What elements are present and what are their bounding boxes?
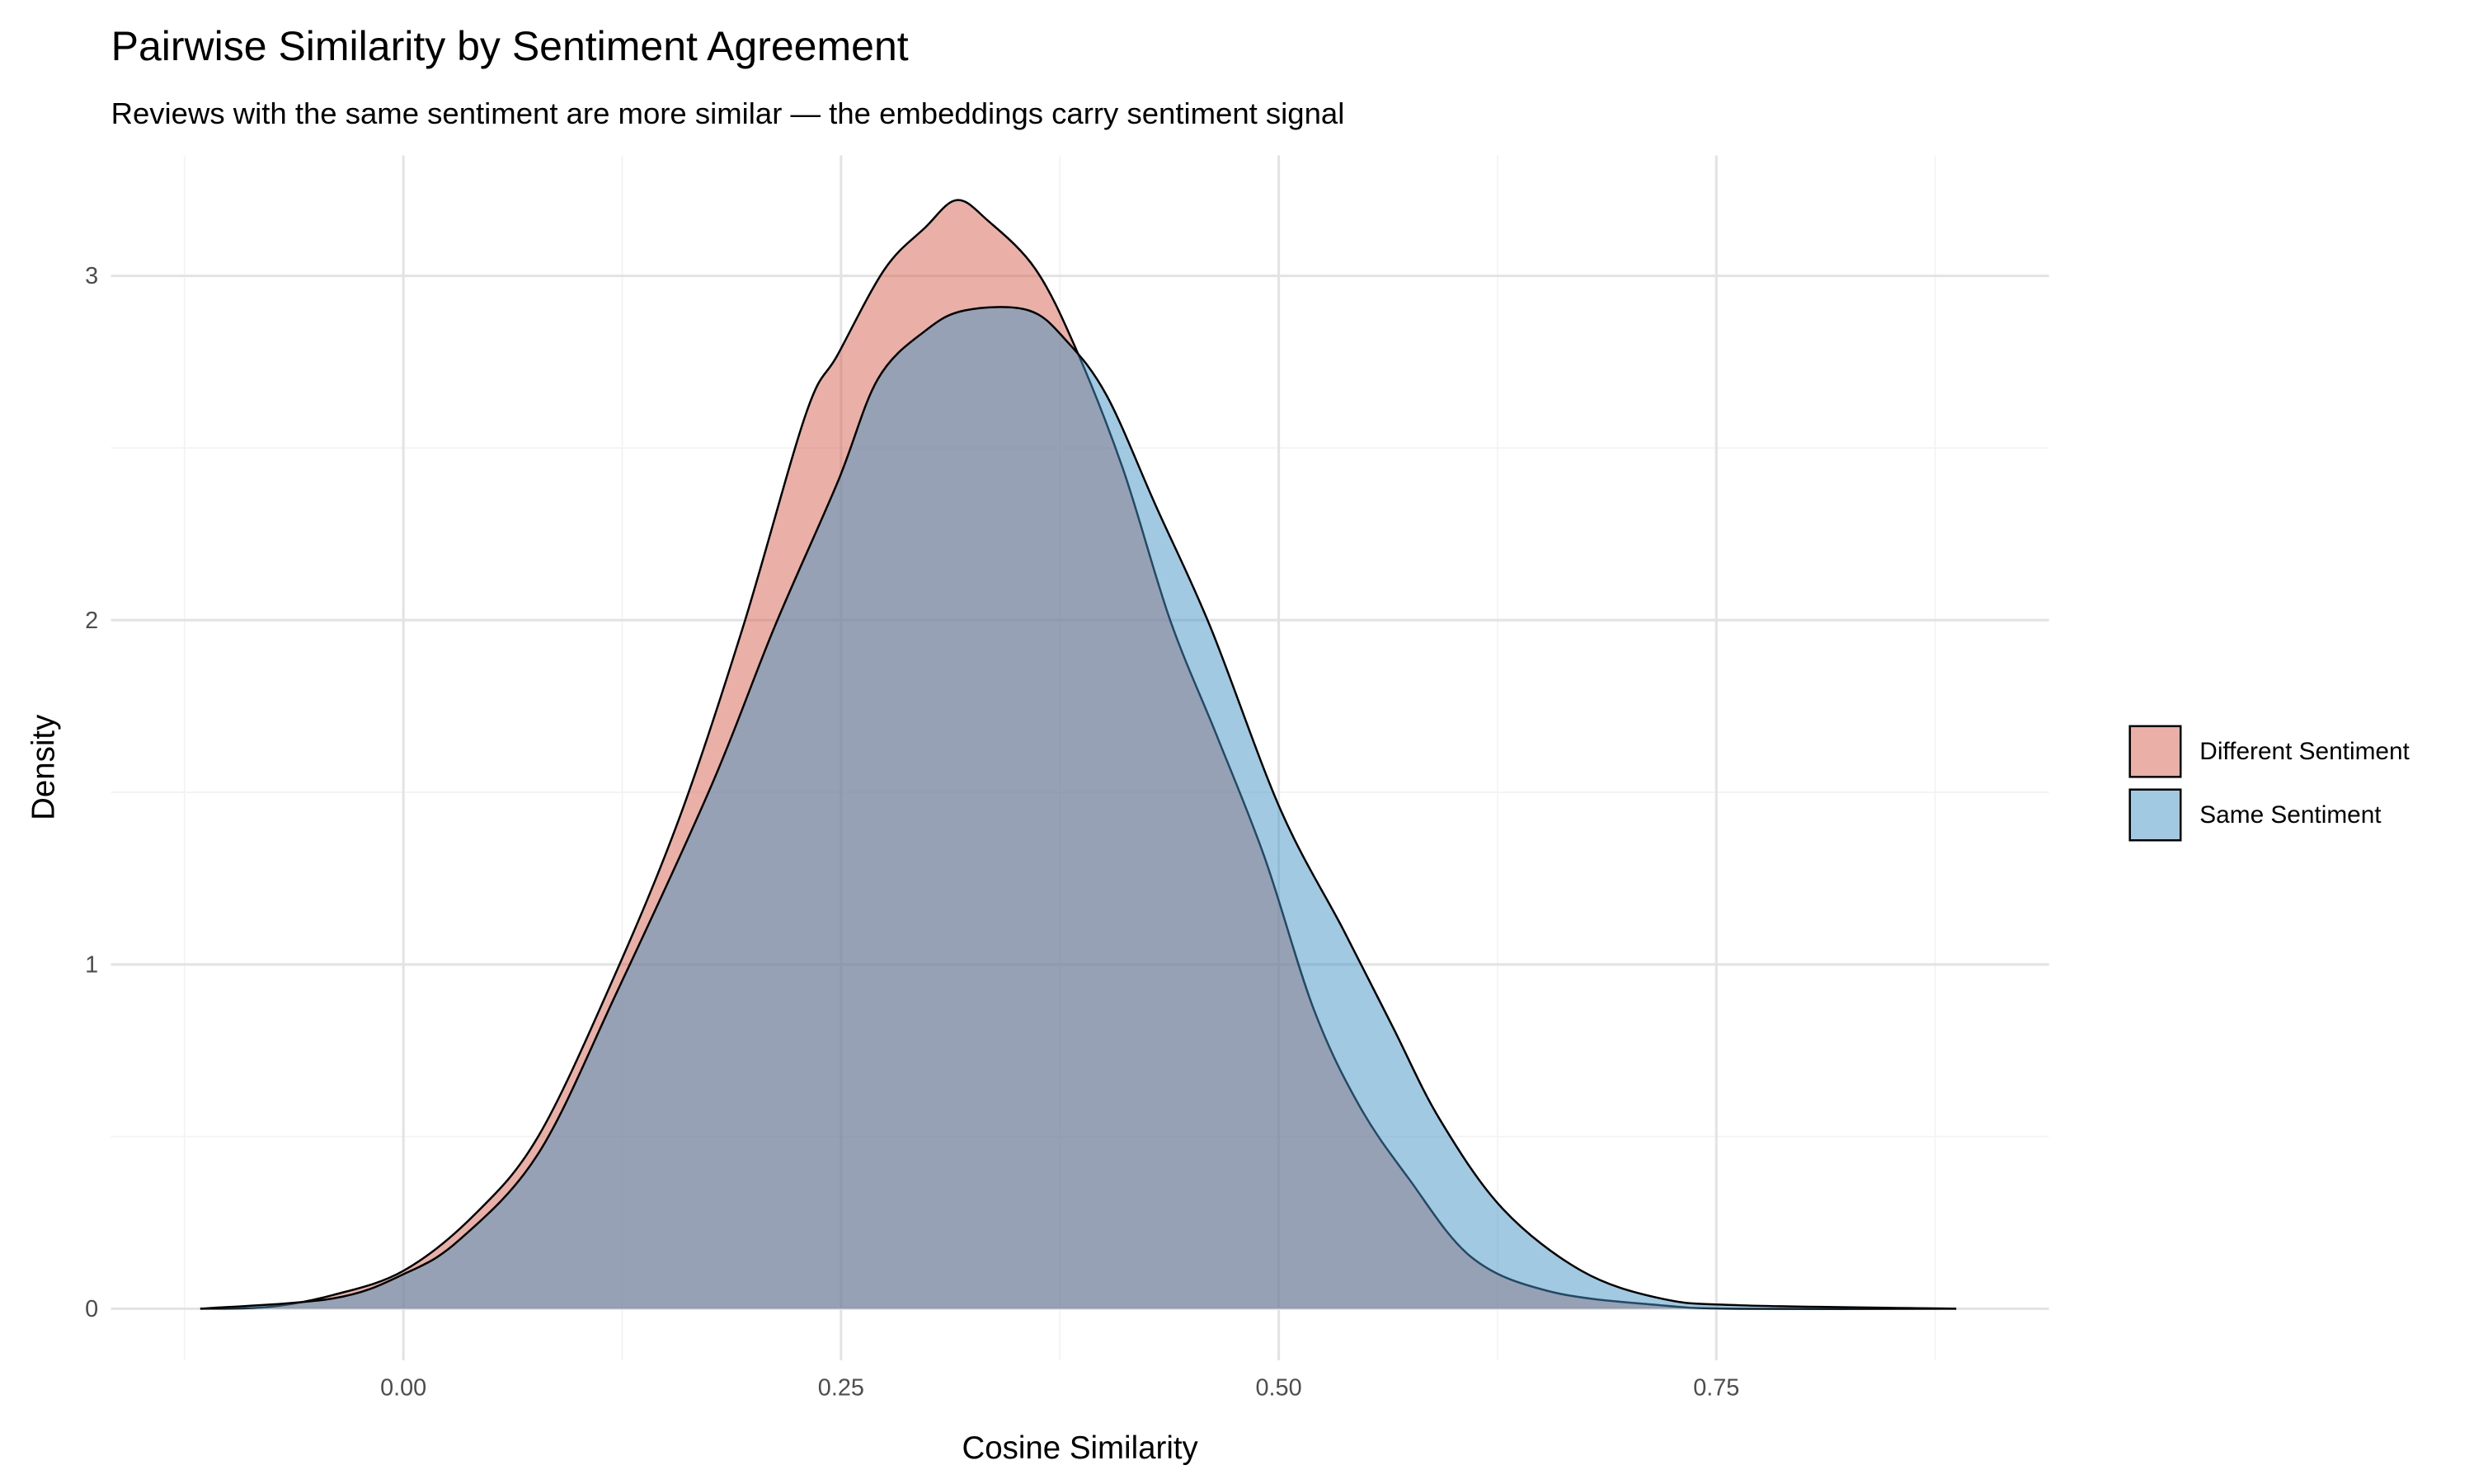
- x-tick-label: 0.75: [1693, 1374, 1739, 1401]
- y-tick-label: 2: [85, 608, 98, 634]
- density-areas: [200, 199, 1957, 1310]
- density-area-same: [200, 307, 1957, 1309]
- legend-label: Different Sentiment: [2199, 738, 2410, 765]
- legend-label: Same Sentiment: [2199, 801, 2382, 829]
- chart-subtitle: Reviews with the same sentiment are more…: [111, 96, 1345, 130]
- x-tick-label: 0.50: [1256, 1374, 1302, 1401]
- y-tick-label: 0: [85, 1296, 98, 1322]
- y-axis-label: Density: [26, 714, 61, 820]
- density-line-same: [200, 306, 1957, 1310]
- legend-swatch: [2128, 788, 2182, 842]
- x-ticks: 0.00 0.25 0.50 0.75: [380, 1374, 1739, 1401]
- y-tick-label: 1: [85, 951, 98, 978]
- legend: Different Sentiment Same Sentiment: [2128, 725, 2411, 842]
- chart-title: Pairwise Similarity by Sentiment Agreeme…: [111, 23, 909, 69]
- x-axis-label: Cosine Similarity: [962, 1430, 1198, 1466]
- x-tick-label: 0.25: [818, 1374, 864, 1401]
- legend-swatch: [2128, 725, 2182, 778]
- y-tick-label: 3: [85, 263, 98, 289]
- y-ticks: 0 1 2 3: [85, 263, 98, 1322]
- x-tick-label: 0.00: [380, 1374, 426, 1401]
